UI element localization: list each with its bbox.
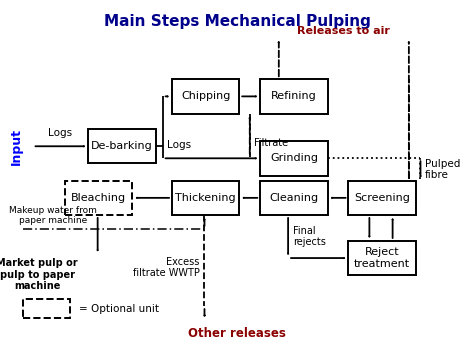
Text: Logs: Logs bbox=[167, 140, 191, 150]
Text: Excess
filtrate WWTP: Excess filtrate WWTP bbox=[133, 257, 200, 278]
Text: Screening: Screening bbox=[354, 193, 410, 203]
Text: Final
rejects: Final rejects bbox=[293, 226, 326, 247]
Text: Refining: Refining bbox=[271, 91, 317, 101]
Text: Reject
treatment: Reject treatment bbox=[354, 247, 410, 269]
Bar bbox=[172, 181, 239, 215]
Bar bbox=[260, 181, 328, 215]
Bar bbox=[348, 241, 416, 275]
Text: De-barking: De-barking bbox=[91, 141, 153, 151]
Text: Thickening: Thickening bbox=[175, 193, 236, 203]
Text: Market pulp or
pulp to paper
machine: Market pulp or pulp to paper machine bbox=[0, 258, 78, 291]
Bar bbox=[172, 79, 239, 114]
Text: Logs: Logs bbox=[48, 128, 73, 138]
Text: Cleaning: Cleaning bbox=[269, 193, 319, 203]
Bar bbox=[348, 181, 416, 215]
Bar bbox=[260, 79, 328, 114]
Text: Grinding: Grinding bbox=[270, 153, 318, 163]
Text: Chipping: Chipping bbox=[181, 91, 230, 101]
Text: = Optional unit: = Optional unit bbox=[79, 304, 159, 314]
Text: Input: Input bbox=[10, 128, 23, 165]
Text: Main Steps Mechanical Pulping: Main Steps Mechanical Pulping bbox=[103, 14, 371, 29]
Bar bbox=[65, 181, 132, 215]
Bar bbox=[88, 129, 155, 164]
Text: Makeup water from
paper machine: Makeup water from paper machine bbox=[9, 206, 97, 225]
Text: Other releases: Other releases bbox=[188, 327, 286, 340]
Text: Filtrate: Filtrate bbox=[255, 138, 289, 148]
Text: Pulped
fibre: Pulped fibre bbox=[425, 159, 461, 180]
Text: Bleaching: Bleaching bbox=[71, 193, 127, 203]
Bar bbox=[260, 141, 328, 176]
Text: Releases to air: Releases to air bbox=[297, 26, 390, 36]
Bar bbox=[23, 299, 70, 318]
